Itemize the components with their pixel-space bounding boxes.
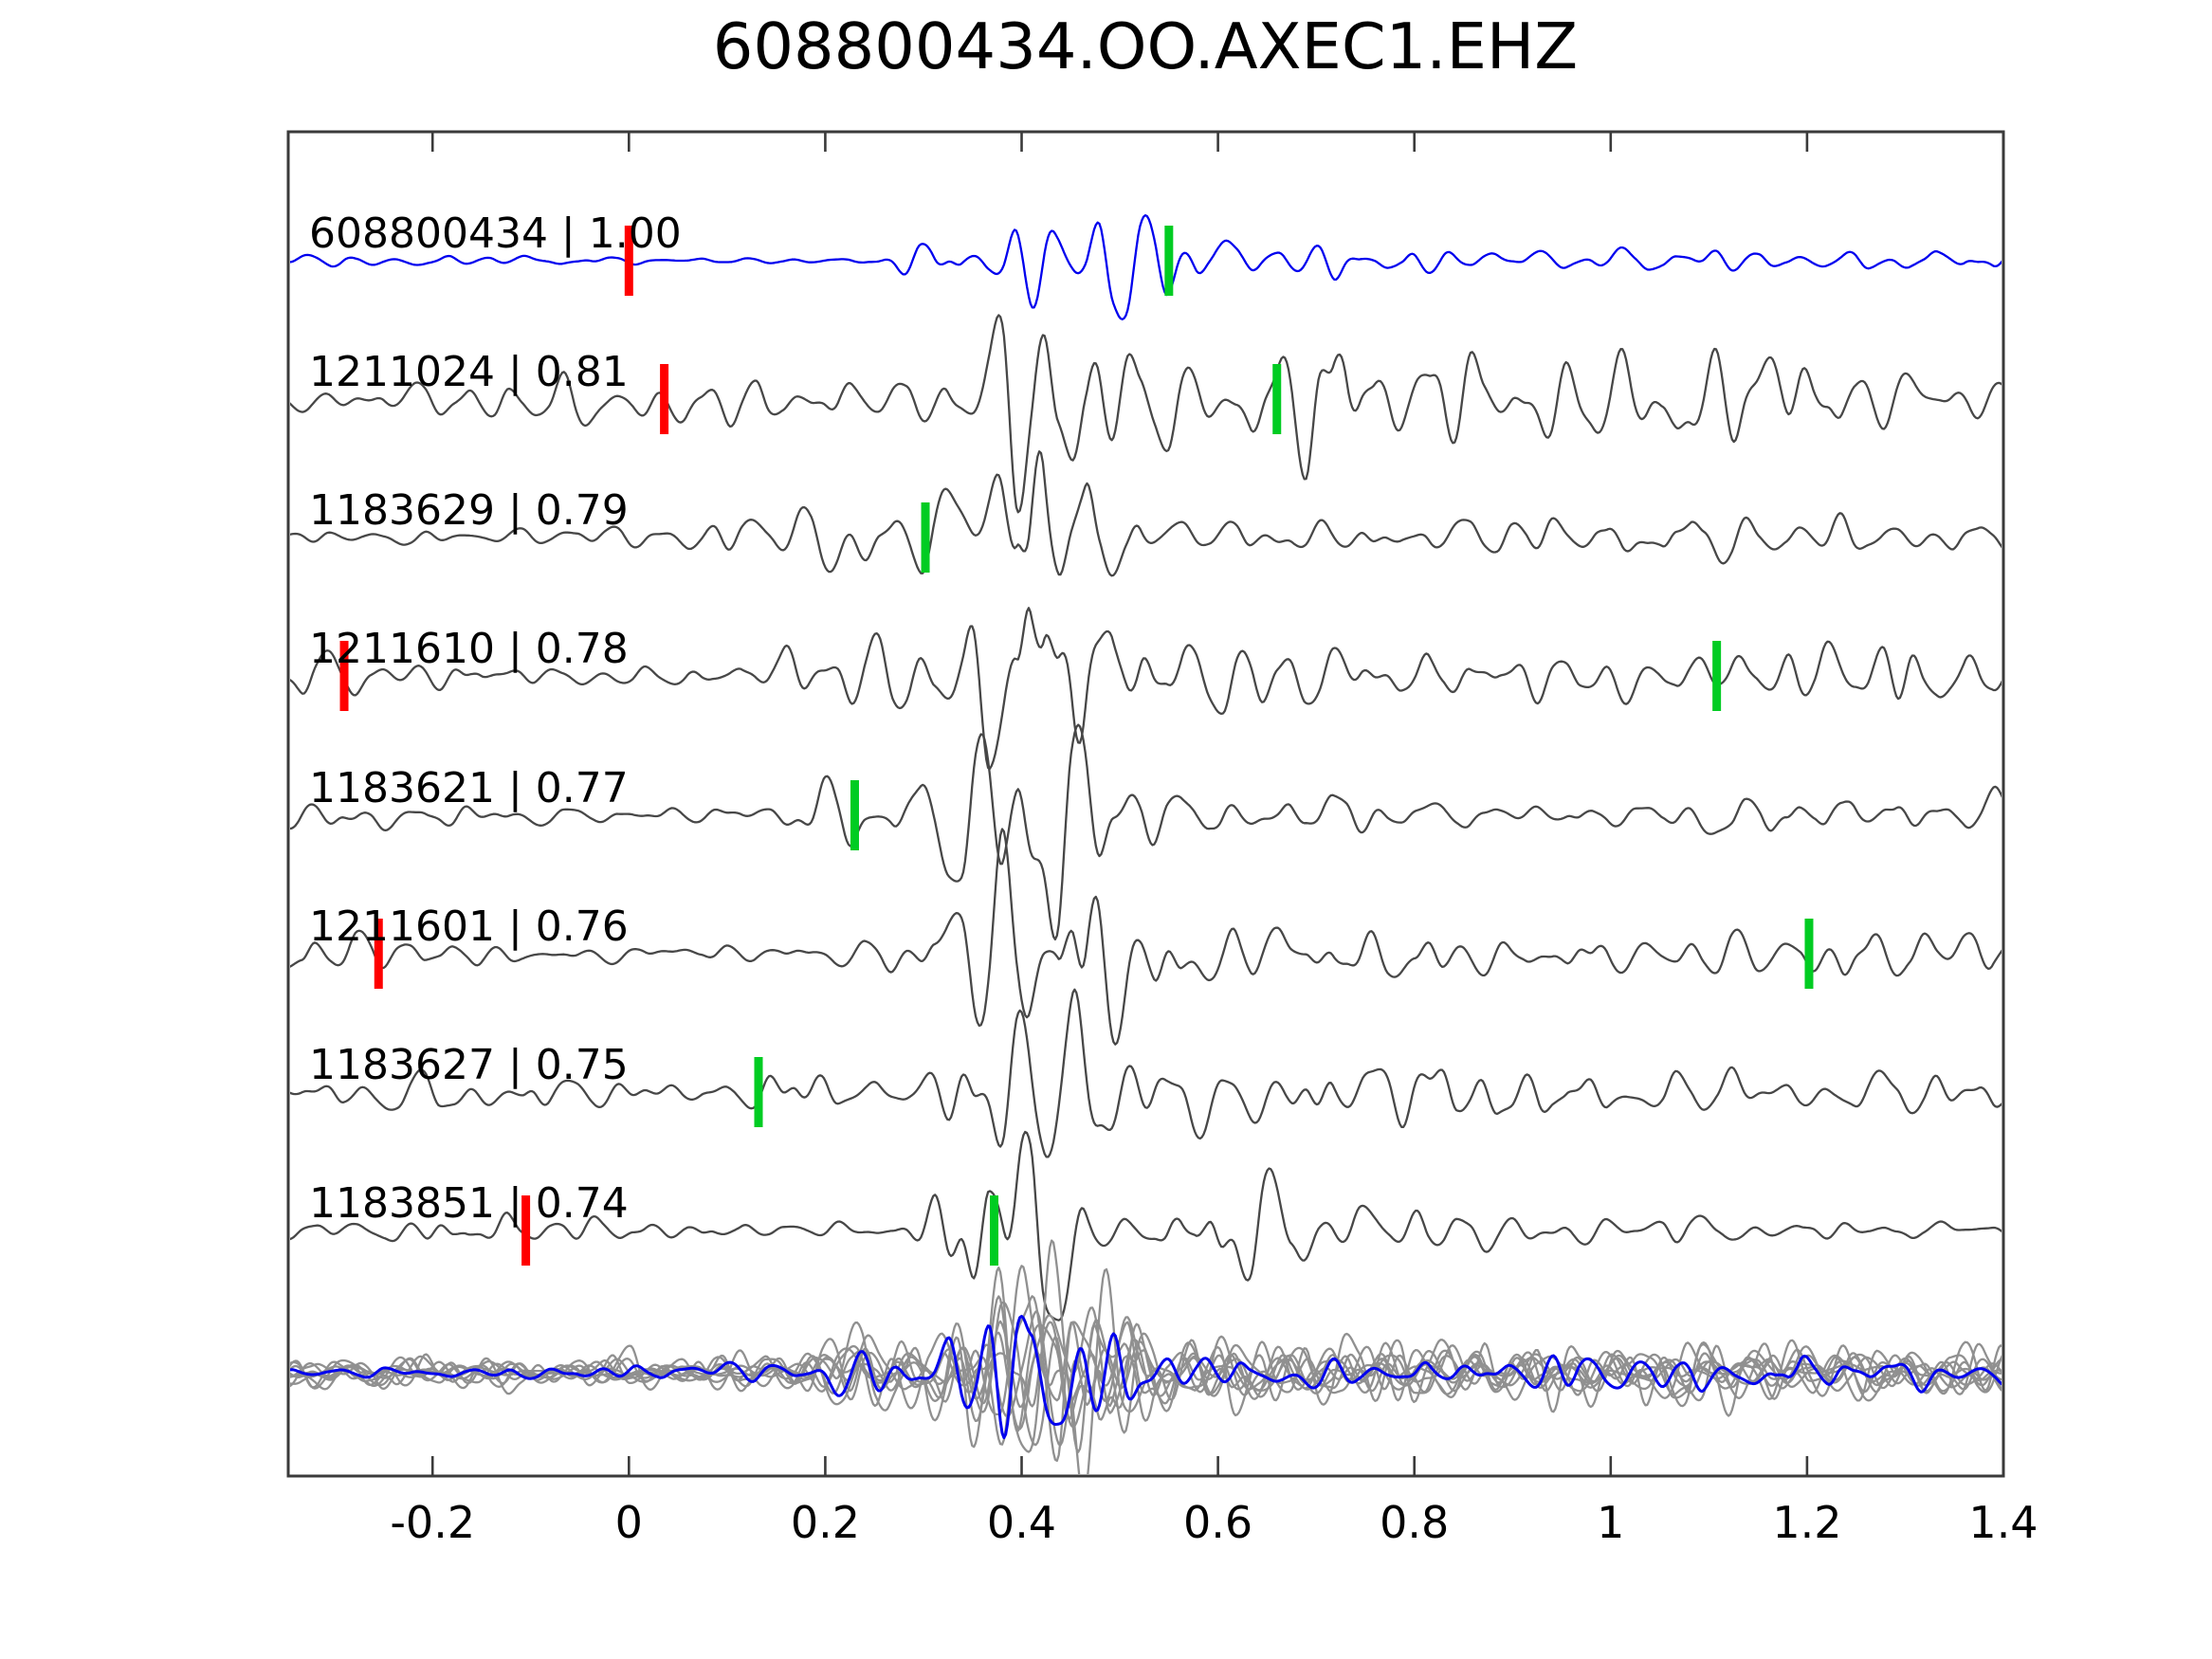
waveform-trace-608800434	[290, 213, 2002, 320]
pick-markers-layer	[339, 226, 1814, 1266]
stack-gray-trace	[290, 1310, 2002, 1447]
waveform-trace-1183621	[290, 723, 2002, 941]
x-tick-label: 0.4	[987, 1497, 1056, 1548]
waveform-trace-1211024	[290, 314, 2002, 514]
x-tick-label: 0.2	[791, 1497, 860, 1548]
trace-label: 1183851 | 0.74	[309, 1179, 629, 1228]
x-tick-label: 1.2	[1772, 1497, 1841, 1548]
x-tick-label: 0.8	[1380, 1497, 1449, 1548]
trace-label: 1211601 | 0.76	[309, 902, 629, 951]
x-axis-ticks	[430, 132, 2005, 1476]
trace-labels-layer: 608800434 | 1.00 1211024 | 0.81 1183629 | …	[309, 210, 682, 1228]
x-tick-label: 0.6	[1183, 1497, 1252, 1548]
stack-gray-trace	[290, 1306, 2002, 1414]
trace-label: 1183627 | 0.75	[309, 1041, 629, 1089]
trace-label: 1183621 | 0.77	[309, 764, 629, 812]
x-tick-label: 1.4	[1968, 1497, 2038, 1548]
stack-gray-trace	[290, 1295, 2002, 1463]
x-tick-label: 1	[1597, 1497, 1624, 1548]
x-tick-label: 0	[615, 1497, 643, 1548]
figure-title: 608800434.OO.AXEC1.EHZ	[713, 9, 1578, 83]
x-tick-label: -0.2	[390, 1497, 475, 1548]
waveform-trace-1183629	[290, 450, 2002, 577]
plot-border	[286, 130, 2005, 1478]
traces-layer	[290, 213, 2002, 1474]
waveform-trace-1183851	[290, 1130, 2002, 1322]
waveform-trace-1211601	[290, 828, 2002, 1046]
trace-label: 608800434 | 1.00	[309, 210, 682, 258]
stack-template-trace	[290, 1314, 2002, 1440]
trace-label: 1211024 | 0.81	[309, 348, 629, 396]
x-tick-labels-layer: -0.2 0 0.2 0.4 0.6 0.8 1 1.2 1.4	[390, 1497, 2038, 1548]
trace-label: 1211610 | 0.78	[309, 625, 629, 673]
trace-label: 1183629 | 0.79	[309, 486, 629, 535]
waveform-trace-1183627	[290, 988, 2002, 1158]
